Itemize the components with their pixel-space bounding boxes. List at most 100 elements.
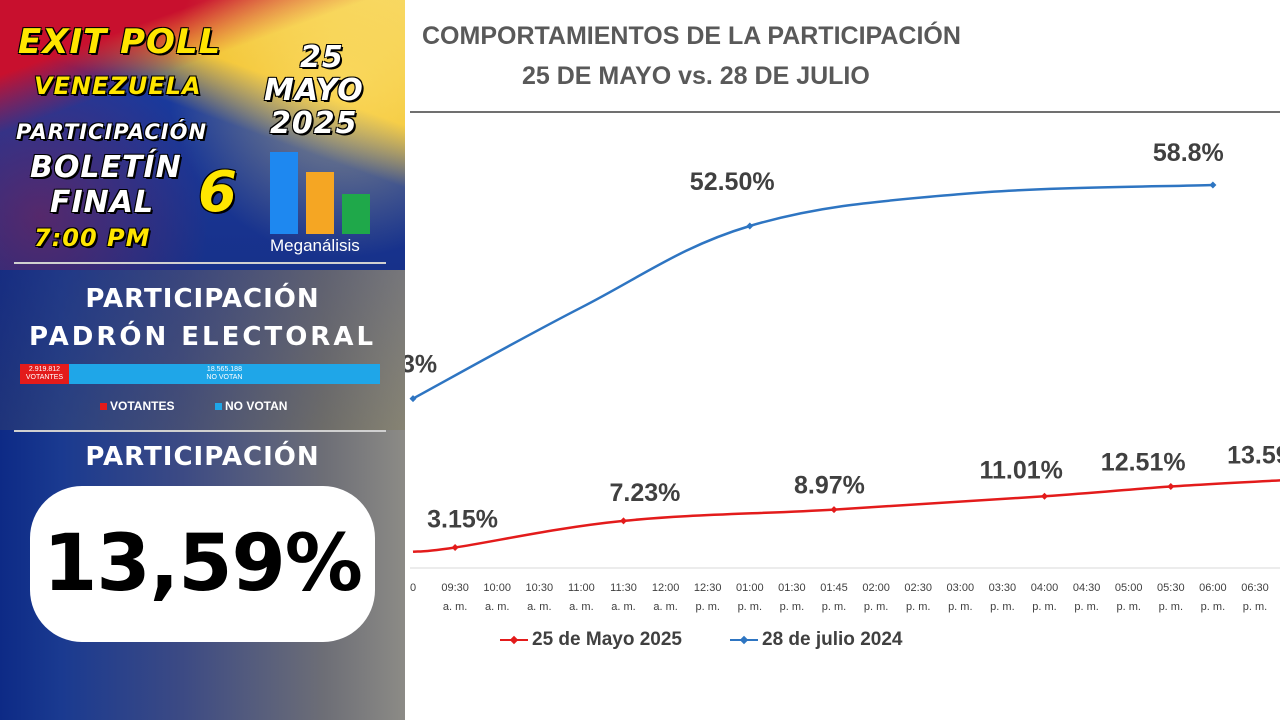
x-tick-label: 05:30: [1157, 582, 1185, 594]
participacion-tag: PARTICIPACIÓN: [16, 120, 208, 144]
data-point-marker: [746, 222, 754, 230]
legend-line-mayo-icon: [500, 639, 528, 641]
x-tick-ampm: a. m.: [653, 601, 677, 613]
legend-label-julio: 28 de julio 2024: [762, 629, 903, 650]
x-tick-label: 05:00: [1115, 582, 1143, 594]
votantes-segment: 2.919.812 VOTANTES: [20, 364, 69, 384]
x-tick-label: 01:30: [778, 582, 806, 594]
data-label: 52.50%: [690, 168, 775, 196]
series-line-1: [412, 183, 1213, 400]
x-tick-label: 06:00: [1199, 582, 1227, 594]
country-title: VENEZUELA: [34, 72, 202, 100]
legend-votantes-label: VOTANTES: [110, 399, 175, 413]
chart-subtitle: 25 DE MAYO vs. 28 DE JULIO: [522, 62, 870, 90]
x-tick-ampm: p. m.: [822, 601, 846, 613]
final-label: FINAL: [50, 185, 155, 220]
x-tick-ampm: a. m.: [611, 601, 635, 613]
x-tick-ampm: p. m.: [738, 601, 762, 613]
date-day: 25: [300, 40, 344, 75]
flag-background: [0, 0, 405, 270]
x-tick-label: 01:00: [736, 582, 764, 594]
x-tick-label: 04:30: [1073, 582, 1101, 594]
legend-votantes-swatch: [100, 403, 107, 410]
x-tick-ampm: p. m.: [906, 601, 930, 613]
novotan-value: 18.565.188: [206, 366, 242, 373]
data-label: 3.15%: [427, 505, 498, 533]
meganalisis-logo-icon: [270, 146, 380, 234]
data-label: 11.01%: [980, 456, 1063, 484]
chart-legend: 25 de Mayo 2025 28 de julio 2024: [500, 628, 940, 652]
x-tick-ampm: p. m.: [1032, 601, 1056, 613]
x-tick-label: 03:00: [947, 582, 975, 594]
padron-stacked-bar: 2.919.812 VOTANTES 18.565.188 NO VOTAN: [20, 364, 380, 384]
logo-bar-orange: [306, 172, 334, 234]
x-tick-ampm: a. m.: [527, 601, 551, 613]
padron-subtitle: PADRÓN ELECTORAL: [28, 322, 377, 352]
x-tick-ampm: p. m.: [1159, 601, 1183, 613]
legend-novotan-swatch: [215, 403, 222, 410]
novotan-segment: 18.565.188 NO VOTAN: [68, 364, 380, 384]
data-point-marker: [620, 517, 627, 525]
date-month: MAYO: [264, 73, 364, 108]
legend-line-julio-icon: [730, 639, 758, 641]
data-point-marker: [409, 395, 417, 403]
logo-text: Meganálisis: [270, 236, 360, 255]
left-panel: EXIT POLL VENEZUELA PARTICIPACIÓN BOLETÍ…: [0, 0, 405, 720]
x-tick-ampm: p. m.: [1243, 601, 1267, 613]
data-label: 12.51%: [1101, 449, 1186, 477]
x-tick-label: 11:30: [610, 582, 637, 594]
x-tick-label: 04:00: [1031, 582, 1059, 594]
boletin-label: BOLETÍN: [30, 150, 182, 185]
x-tick-label: 02:00: [862, 582, 890, 594]
x-tick-ampm: a. m.: [569, 601, 593, 613]
novotan-label: NO VOTAN: [206, 374, 243, 381]
date-year: 2025: [270, 106, 358, 141]
x-tick-label: 06:30: [1241, 582, 1269, 594]
legend-item-mayo: 25 de Mayo 2025: [500, 628, 682, 652]
legend-novotan-label: NO VOTAN: [225, 399, 288, 413]
x-tick-label: 10:00: [483, 582, 511, 594]
data-point-marker: [1041, 492, 1048, 500]
x-tick-ampm: p. m.: [1201, 601, 1225, 613]
divider: [14, 430, 386, 432]
data-point-marker: [1167, 483, 1175, 491]
x-tick-label: 12:30: [694, 582, 722, 594]
x-tick-ampm: p. m.: [695, 601, 719, 613]
logo-bar-green: [342, 194, 370, 234]
logo-bar-blue: [270, 152, 298, 234]
x-tick-ampm: p. m.: [1074, 601, 1098, 613]
data-label: 7.23%: [610, 479, 681, 507]
x-tick-label: 10:30: [526, 582, 554, 594]
data-label: 8.97%: [794, 472, 865, 500]
data-label: 3%: [405, 351, 437, 379]
data-point-marker: [830, 506, 838, 514]
x-tick-label: 02:30: [904, 582, 932, 594]
time-label: 7:00 PM: [34, 224, 151, 252]
exit-poll-title: EXIT POLL: [18, 22, 222, 62]
x-tick-label: 12:00: [652, 582, 680, 594]
chart-title: COMPORTAMIENTOS DE LA PARTICIPACIÓN: [422, 22, 961, 50]
x-tick-label: 01:45: [820, 582, 848, 594]
x-tick-label: 11:00: [568, 582, 595, 594]
votantes-label: VOTANTES: [25, 374, 64, 381]
x-tick-ampm: p. m.: [864, 601, 888, 613]
x-tick-ampm: p. m.: [948, 601, 972, 613]
x-tick-ampm: a. m.: [485, 601, 509, 613]
x-tick-label: 0: [410, 582, 416, 594]
participacion-box: 13,59%: [30, 486, 375, 642]
data-point-marker: [451, 543, 459, 551]
legend-label-mayo: 25 de Mayo 2025: [532, 629, 682, 650]
divider: [14, 262, 386, 264]
padron-title: PARTICIPACIÓN: [85, 284, 320, 314]
data-point-marker: [1209, 181, 1217, 189]
line-chart: 3.15% 7.23% 8.97% 11.01% 12.51% 13.59% 3% 52.50…: [405, 111, 1280, 613]
x-tick-ampm: a. m.: [443, 601, 467, 613]
x-tick-ampm: p. m.: [1116, 601, 1140, 613]
participacion-value: 13,59%: [43, 519, 363, 609]
data-label: 58.8%: [1153, 139, 1224, 167]
x-tick-label: 03:30: [989, 582, 1017, 594]
votantes-value: 2.919.812: [28, 366, 61, 373]
x-tick-ampm: p. m.: [990, 601, 1014, 613]
participacion-title: PARTICIPACIÓN: [85, 442, 320, 472]
boletin-number: 6: [198, 160, 238, 225]
